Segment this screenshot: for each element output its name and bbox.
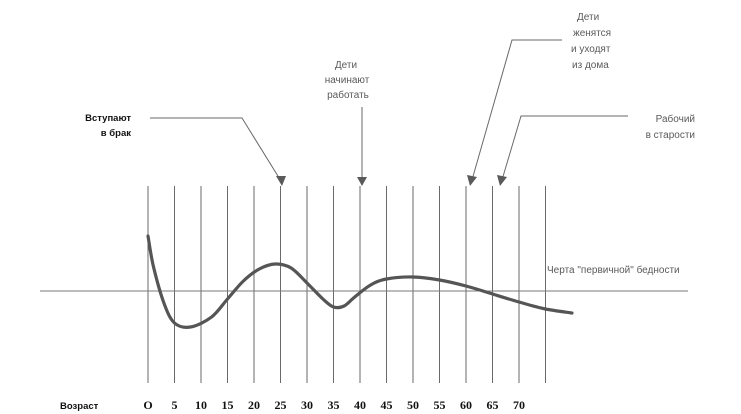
annotation-children-leave-line-3: и уходят <box>571 44 611 55</box>
annotation-children-leave-line-2: женятся <box>573 28 611 39</box>
annotation-marriage: Вступают в брак <box>85 113 286 186</box>
annotation-elderly-worker-leader <box>501 115 628 181</box>
annotation-elderly-worker-arrowhead <box>497 175 507 186</box>
age-tick-label: 10 <box>195 398 207 412</box>
income-curve <box>146 234 574 329</box>
age-tick-label: 20 <box>248 398 260 412</box>
annotation-children-work: Дети начинают работать <box>325 60 370 186</box>
age-gridlines <box>147 186 546 383</box>
annotation-marriage-line-2: в брак <box>101 128 131 139</box>
age-tick-label: 30 <box>301 398 313 412</box>
annotation-marriage-line-1: Вступают <box>85 113 131 124</box>
age-tick-label: 25 <box>275 398 287 412</box>
annotation-children-leave-leader <box>471 39 562 181</box>
age-tick-label: 35 <box>328 398 340 412</box>
age-tick-label: 70 <box>513 398 525 412</box>
annotation-children-leave-line-4: из дома <box>572 60 609 71</box>
age-tick-label: 65 <box>487 398 499 412</box>
annotation-elderly-worker: Рабочий в старости <box>497 113 695 186</box>
age-axis-label: Возраст <box>60 401 99 412</box>
age-tick-label: 60 <box>460 398 472 412</box>
annotation-marriage-arrowhead <box>276 176 286 186</box>
age-tick-label: 45 <box>381 398 393 412</box>
age-tick-label: 15 <box>222 398 234 412</box>
age-tick-label: 50 <box>407 398 419 412</box>
annotation-children-leave: Дети женятся и уходят из дома <box>467 12 611 186</box>
annotation-children-work-line-3: работать <box>327 89 369 101</box>
poverty-line-label: Черта "первичной" бедности <box>547 264 680 276</box>
age-tick-label: 55 <box>434 398 446 412</box>
annotation-marriage-leader <box>150 117 282 182</box>
annotation-elderly-worker-line-1: Рабочий <box>656 113 695 125</box>
annotation-children-work-arrowhead <box>357 177 367 186</box>
age-tick-label: 40 <box>354 398 366 412</box>
annotation-elderly-worker-line-2: в старости <box>646 130 695 141</box>
age-tick-labels: O 5 10 15 20 25 30 35 40 45 50 55 60 65 70 <box>143 398 525 412</box>
age-tick-label: O <box>143 398 152 412</box>
annotation-children-leave-arrowhead <box>467 175 477 186</box>
annotation-children-work-line-2: начинают <box>325 75 370 86</box>
age-tick-label: 5 <box>172 398 178 412</box>
annotation-children-leave-line-1: Дети <box>577 12 599 23</box>
annotation-children-work-line-1: Дети <box>335 60 357 71</box>
